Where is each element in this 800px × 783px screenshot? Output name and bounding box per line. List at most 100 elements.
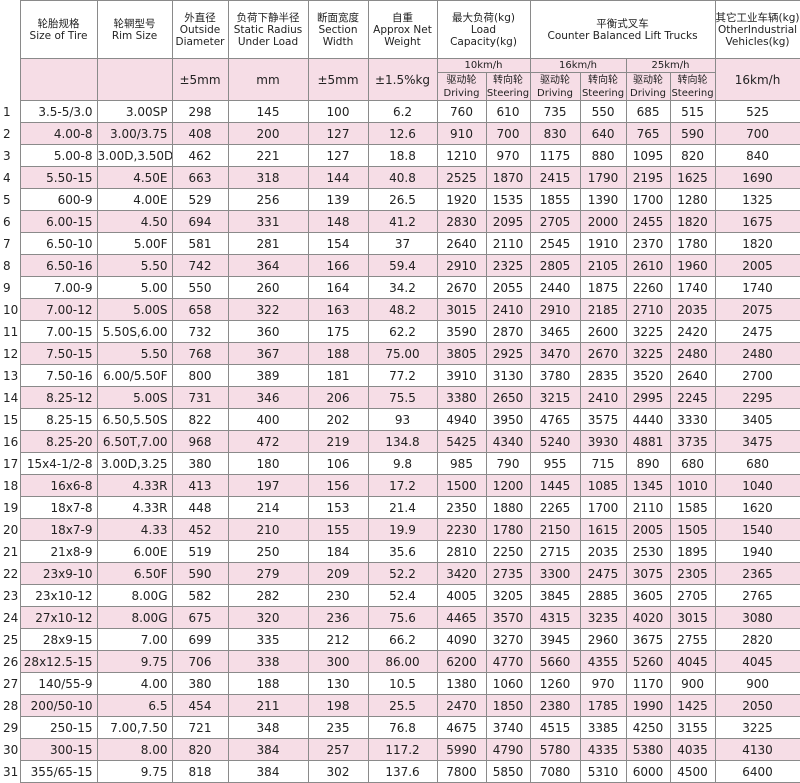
data-cell: 27x10-12 [19, 606, 98, 629]
row-number: 31 [0, 760, 20, 783]
data-cell: 320 [227, 606, 309, 629]
data-cell: 3205 [485, 584, 531, 607]
data-cell: 389 [227, 364, 309, 387]
data-row: 27 140/55-9 4.00 380 188 130 10.5 1380 1060 1260 9… [0, 672, 800, 695]
data-cell: 6400 [714, 760, 800, 783]
data-cell: 2830 [436, 210, 487, 233]
data-cell: 2960 [579, 628, 627, 651]
speed-cell: 16km/h [529, 58, 627, 73]
data-cell: 1380 [436, 672, 487, 695]
data-cell: 6.00E [96, 540, 173, 563]
data-cell: 1505 [669, 518, 716, 541]
data-cell: 1390 [579, 188, 627, 211]
data-row: 28 200/50-10 6.5 454 211 198 25.5 2470 1850 2380 1… [0, 694, 800, 717]
data-cell: 2610 [625, 254, 671, 277]
data-cell: 137.6 [367, 760, 438, 783]
data-cell: 1200 [485, 474, 531, 497]
data-cell: 3300 [529, 562, 581, 585]
data-cell: 7.50-15 [19, 342, 98, 365]
data-cell: 6.2 [367, 100, 438, 123]
data-cell: 1040 [714, 474, 800, 497]
data-cell: 2110 [485, 232, 531, 255]
data-cell: 180 [227, 452, 309, 475]
data-cell: 768 [171, 342, 229, 365]
data-cell: 5.50 [96, 254, 173, 277]
data-cell: 760 [436, 100, 487, 123]
data-cell: 3235 [579, 606, 627, 629]
data-cell: 1700 [625, 188, 671, 211]
data-cell: 462 [171, 144, 229, 167]
data-cell: 77.2 [367, 364, 438, 387]
data-cell: 7080 [529, 760, 581, 783]
data-cell: 4.00 [96, 672, 173, 695]
data-cell: 2650 [485, 386, 531, 409]
data-cell: 590 [171, 562, 229, 585]
data-cell: 2640 [669, 364, 716, 387]
data-cell: 2035 [669, 298, 716, 321]
data-cell: 900 [714, 672, 800, 695]
speed-cell: 10km/h [436, 58, 531, 73]
data-cell: 2305 [669, 562, 716, 585]
row-number: 16 [0, 430, 20, 453]
wheel-cell: 转向轮 Steering [669, 72, 716, 101]
data-row: 20 18x7-9 4.33 452 210 155 19.9 2230 1780 2150 161… [0, 518, 800, 541]
header-text: Driving [630, 87, 666, 99]
data-cell: 5.50 [96, 342, 173, 365]
data-cell: 3845 [529, 584, 581, 607]
row-number: 12 [0, 342, 20, 365]
data-cell: 1870 [485, 166, 531, 189]
data-cell: 6200 [436, 650, 487, 673]
wheel-cell: 驱动轮 Driving [529, 72, 581, 101]
data-cell: 5.50-15 [19, 166, 98, 189]
data-cell: 154 [307, 232, 369, 255]
data-cell: 2910 [436, 254, 487, 277]
row-number: 8 [0, 254, 20, 277]
unit-cell: ±5mm [307, 58, 369, 101]
data-row: 9 7.00-9 5.00 550 260 164 34.2 2670 2055 2440 1875… [0, 276, 800, 299]
header-text: 转向轮 [493, 74, 523, 86]
data-cell: 2380 [529, 694, 581, 717]
column-header: 轮辋型号 Rim Size [96, 0, 173, 59]
data-cell: 52.4 [367, 584, 438, 607]
data-cell: 1540 [714, 518, 800, 541]
table-header: 轮胎规格 Size of Tire 轮辋型号 Rim Size 外直径 Outside D… [0, 0, 800, 101]
data-cell: 970 [485, 144, 531, 167]
data-cell: 2715 [529, 540, 581, 563]
data-cell: 302 [307, 760, 369, 783]
data-cell: 2910 [529, 298, 581, 321]
data-cell: 4005 [436, 584, 487, 607]
data-cell: 279 [227, 562, 309, 585]
header-text: 最大负荷(kg) [452, 11, 515, 24]
data-cell: 384 [227, 760, 309, 783]
data-cell: 21.4 [367, 496, 438, 519]
data-cell: 472 [227, 430, 309, 453]
data-cell: 17.2 [367, 474, 438, 497]
data-cell: 200 [227, 122, 309, 145]
unit-cell: ±1.5%kg [367, 58, 438, 101]
data-cell: 367 [227, 342, 309, 365]
data-cell: 8.00 [96, 738, 173, 761]
header-text: ±5mm [317, 72, 359, 87]
data-cell: 2470 [436, 694, 487, 717]
data-row: 24 27x10-12 8.00G 675 320 236 75.6 4465 3570 4315… [0, 606, 800, 629]
data-row: 13 7.50-16 6.00/5.50F 800 389 181 77.2 3910 3130… [0, 364, 800, 387]
data-cell: 155 [307, 518, 369, 541]
row-number: 20 [0, 518, 20, 541]
data-cell: 1875 [579, 276, 627, 299]
data-cell: 1780 [669, 232, 716, 255]
row-number: 14 [0, 386, 20, 409]
data-row: 25 28x9-15 7.00 699 335 212 66.2 4090 3270 3945 29… [0, 628, 800, 651]
row-number: 11 [0, 320, 20, 343]
header-text: 驱动轮 [540, 74, 571, 86]
data-cell: 4765 [529, 408, 581, 431]
data-cell: 3740 [485, 716, 531, 739]
header-text: OtherIndustrial Vehicles(kg) [718, 23, 798, 48]
row-number: 24 [0, 606, 20, 629]
data-cell: 1895 [669, 540, 716, 563]
data-cell: 21x8-9 [19, 540, 98, 563]
data-cell: 4.00-8 [19, 122, 98, 145]
header-text: Steering [486, 87, 530, 99]
data-cell: 9.8 [367, 452, 438, 475]
data-cell: 16x6-8 [19, 474, 98, 497]
data-cell: 3520 [625, 364, 671, 387]
